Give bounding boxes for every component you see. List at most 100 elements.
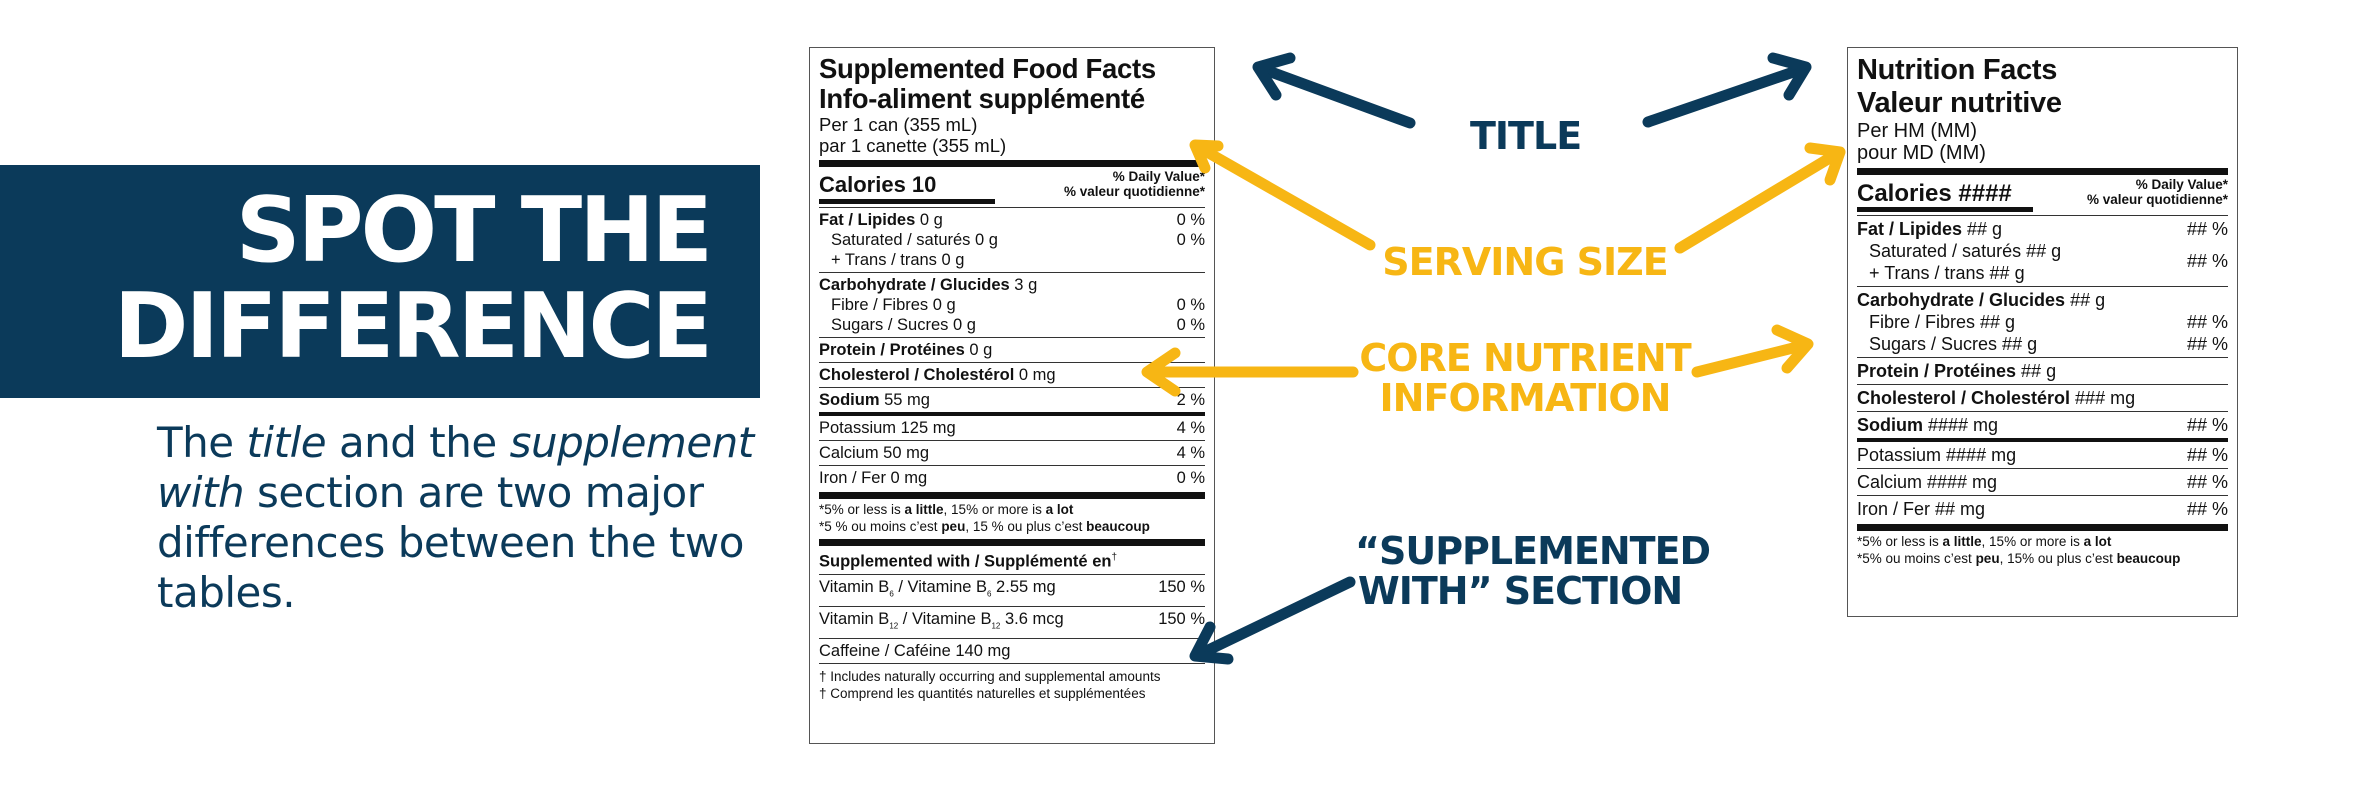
fat-label: Fat / Lipides	[1857, 219, 1963, 239]
supp-with-header: Supplemented with / Supplémenté en†	[819, 548, 1205, 572]
fn-bold: a lot	[1045, 502, 1074, 517]
fn-text: , 15 % ou plus c’est	[965, 519, 1087, 534]
nut-chol-row: Cholesterol / Cholestérol ### mg	[1857, 387, 2228, 409]
supplemented-food-facts-table: Supplemented Food Facts Info-aliment sup…	[809, 47, 1215, 744]
fn-text: *5% or less is	[819, 502, 905, 517]
potassium-dv: 4 %	[1176, 419, 1205, 437]
sugars-dv: 0 %	[1176, 316, 1205, 334]
banner-title-line-2: DIFFERENCE	[113, 274, 713, 379]
divider	[1857, 384, 2228, 385]
supp-dv-fr: % valeur quotidienne*	[1063, 184, 1205, 199]
carb-label: Carbohydrate / Glucides	[819, 276, 1010, 294]
desc-supplement-words: supplement with	[157, 418, 754, 517]
supp-title-fr: Info-aliment supplémenté	[819, 83, 1145, 114]
nut-calories-row: Calories #### % Daily Value* % valeur qu…	[1857, 177, 2228, 213]
supp-iron-row: Iron / Fer 0 mg 0 %	[819, 468, 1205, 488]
sugars-label: Sugars / Sucres 0 g	[831, 316, 976, 334]
nut-calories: Calories ####	[1857, 180, 2012, 207]
nut-dv-en: % Daily Value*	[2135, 177, 2228, 192]
supplemented-arrow	[1189, 576, 1356, 665]
nut-potassium-row: Potassium #### mg ## %	[1857, 444, 2228, 466]
nut-sugars-row: Sugars / Sucres ## g ## %	[1857, 333, 2228, 355]
fn-text: , 15% ou plus c’est	[1999, 551, 2117, 566]
chol-amount: 0 mg	[1014, 366, 1056, 384]
b6-sub: 6	[987, 588, 992, 598]
arrow-to-nut-title	[1642, 62, 1811, 128]
arrow-to-supp-serving	[1194, 142, 1376, 251]
supp-header-mark: †	[1111, 552, 1118, 563]
divider	[1857, 357, 2228, 358]
fn-bold: beaucoup	[2116, 551, 2181, 566]
desc-part-1: The	[157, 418, 247, 467]
caffeine-label: Caffeine / Caféine 140 mg	[819, 642, 1011, 661]
calcium-label: Calcium #### mg	[1857, 472, 1998, 492]
supp-footnote-en: *5% or less is a little, 15% or more is …	[819, 501, 1205, 518]
nut-sat-row: Saturated / saturés ## g ## %	[1857, 240, 2228, 271]
b12-sub: 12	[991, 621, 1001, 631]
fn-text: *5 % ou moins c’est	[819, 519, 942, 534]
divider	[819, 465, 1205, 466]
divider	[1857, 438, 2228, 442]
b6-sub: 6	[889, 588, 894, 598]
description-text: The title and the supplement with sectio…	[157, 418, 757, 618]
sodium-dv: ## %	[2186, 415, 2228, 435]
fn-bold: peu	[941, 519, 966, 534]
nut-calcium-row: Calcium #### mg ## %	[1857, 471, 2228, 493]
potassium-dv: ## %	[2186, 445, 2228, 465]
nut-dv-header: % Daily Value* % valeur quotidienne*	[2087, 177, 2228, 207]
supp-potassium-row: Potassium 125 mg 4 %	[819, 418, 1205, 438]
nut-protein-row: Protein / Protéines ## g	[1857, 360, 2228, 382]
sat-trans-dv: ## %	[2186, 251, 2228, 271]
fn-text: , 15% or more is	[1981, 534, 2084, 549]
serving-arrows	[1189, 139, 1846, 254]
nut-serving-en: Per HM (MM)	[1857, 120, 1977, 142]
arrow-to-nut-core	[1691, 339, 1811, 378]
supp-footnote-fr: *5 % ou moins c’est peu, 15 % ou plus c’…	[819, 518, 1205, 535]
divider	[1857, 411, 2228, 412]
calories-bar	[1857, 207, 2033, 212]
fn-text: , 15% or more is	[943, 502, 1046, 517]
fibre-label: Fibre / Fibres 0 g	[831, 296, 956, 314]
b12-text: / Vitamine B	[898, 609, 992, 628]
arrowhead	[1771, 324, 1814, 374]
supp-sat-row: Saturated / saturés 0 g 0 %	[819, 230, 1205, 250]
fn-bold: beaucoup	[1086, 519, 1150, 534]
arrow-to-nut-serving	[1674, 147, 1844, 254]
sodium-amount: 55 mg	[879, 391, 930, 409]
callout-supp-line-1: “SUPPLEMENTED	[1355, 529, 1711, 573]
banner-title: SPOT THE DIFFERENCE	[113, 183, 713, 379]
nut-footnote-en: *5% or less is a little, 15% or more is …	[1857, 533, 2228, 550]
carb-amount: ## g	[2065, 290, 2106, 310]
fat-dv: ## %	[2186, 219, 2228, 239]
divider	[1857, 468, 2228, 469]
arrow-to-supp-title	[1254, 62, 1416, 129]
fibre-dv: 0 %	[1176, 296, 1205, 314]
nut-iron-row: Iron / Fer ## mg ## %	[1857, 498, 2228, 520]
sodium-dv: 2 %	[1176, 391, 1205, 409]
b12-text: Vitamin B	[819, 609, 890, 628]
supp-trans-row: + Trans / trans 0 g	[819, 250, 1205, 270]
nut-serving-fr: pour MD (MM)	[1857, 142, 1986, 164]
fn-bold: peu	[1975, 551, 2000, 566]
potassium-label: Potassium #### mg	[1857, 445, 2017, 465]
supp-note-fr: † Comprend les quantités naturelles et s…	[819, 686, 1146, 702]
iron-dv: ## %	[2186, 499, 2228, 519]
calcium-dv: ## %	[2186, 472, 2228, 492]
protein-amount: ## g	[2016, 361, 2057, 381]
supp-calories: Calories 10	[819, 172, 937, 197]
arrowhead	[1767, 52, 1812, 101]
supp-carb-row: Carbohydrate / Glucides 3 g	[819, 275, 1205, 295]
sodium-amount: #### mg	[1923, 415, 1999, 435]
divider	[819, 492, 1205, 499]
divider	[819, 440, 1205, 441]
sodium-label: Sodium	[819, 391, 880, 409]
b12-amount: 3.6 mcg	[1000, 609, 1064, 628]
nut-dv-fr: % valeur quotidienne*	[2086, 192, 2228, 207]
sat-trans-dv: 0 %	[1176, 231, 1205, 249]
callout-title: TITLE	[1470, 114, 1582, 158]
supp-b6-row: Vitamin B6 / Vitamine B6 2.55 mg 150 %	[819, 577, 1205, 604]
chol-label: Cholesterol / Cholestérol	[1857, 388, 2071, 408]
sat-label: Saturated / saturés 0 g	[831, 231, 998, 249]
desc-part-2: and the	[326, 418, 510, 467]
divider	[819, 337, 1205, 338]
